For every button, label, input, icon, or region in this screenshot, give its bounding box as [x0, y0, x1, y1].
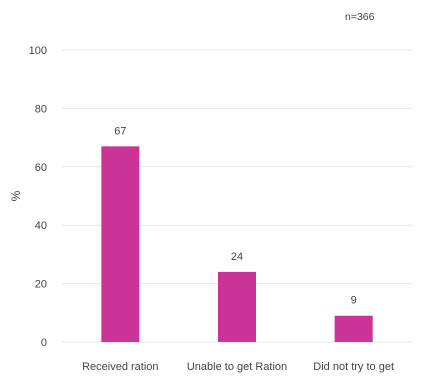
- x-tick-label: Unable to get Ration: [187, 361, 287, 373]
- y-axis-ticks: 0 20 40 60 80 100: [29, 45, 47, 349]
- data-label: 9: [351, 295, 357, 307]
- bar: [101, 146, 140, 342]
- sample-size-note: n=366: [345, 11, 375, 23]
- data-label: 24: [231, 251, 243, 263]
- bar: [334, 315, 373, 342]
- bars: [101, 146, 373, 342]
- y-axis-label: %: [9, 190, 23, 201]
- bar: [218, 271, 256, 342]
- x-tick-label: Did not try to get: [313, 361, 394, 373]
- data-labels: 67 24 9: [114, 125, 357, 306]
- y-tick-label: 40: [35, 220, 47, 232]
- y-tick-label: 0: [41, 337, 47, 349]
- y-tick-label: 80: [35, 103, 47, 115]
- y-tick-label: 100: [29, 45, 47, 57]
- x-tick-label: Received ration: [82, 361, 158, 373]
- x-axis-ticks: Received ration Unable to get Ration Did n…: [82, 361, 394, 373]
- y-tick-label: 20: [35, 279, 47, 291]
- data-label: 67: [114, 125, 126, 137]
- y-tick-label: 60: [35, 162, 47, 174]
